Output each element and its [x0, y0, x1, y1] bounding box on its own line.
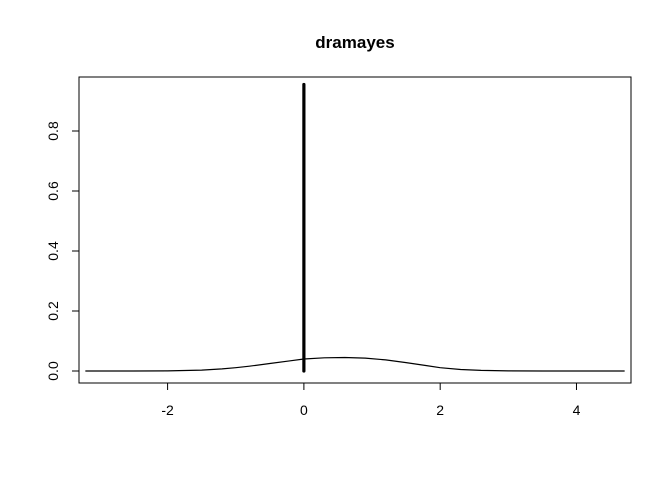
x-axis: -2 0 2 4: [161, 382, 581, 418]
y-tick-label: 0.6: [45, 181, 61, 201]
x-tick-label: -2: [161, 402, 174, 418]
y-tick-label: 0.0: [45, 361, 61, 381]
x-tick-label: 0: [300, 402, 308, 418]
plot-box: [78, 76, 632, 384]
x-tick-label: 2: [436, 402, 444, 418]
y-axis: 0.0 0.2 0.4 0.6 0.8: [45, 121, 80, 381]
chart-title: dramayes: [315, 33, 394, 52]
density-curve: [85, 356, 625, 372]
x-tick-label: 4: [573, 402, 581, 418]
y-tick-label: 0.4: [45, 241, 61, 261]
y-tick-label: 0.2: [45, 301, 61, 321]
y-tick-label: 0.8: [45, 121, 61, 141]
series-layer: [85, 82, 625, 373]
